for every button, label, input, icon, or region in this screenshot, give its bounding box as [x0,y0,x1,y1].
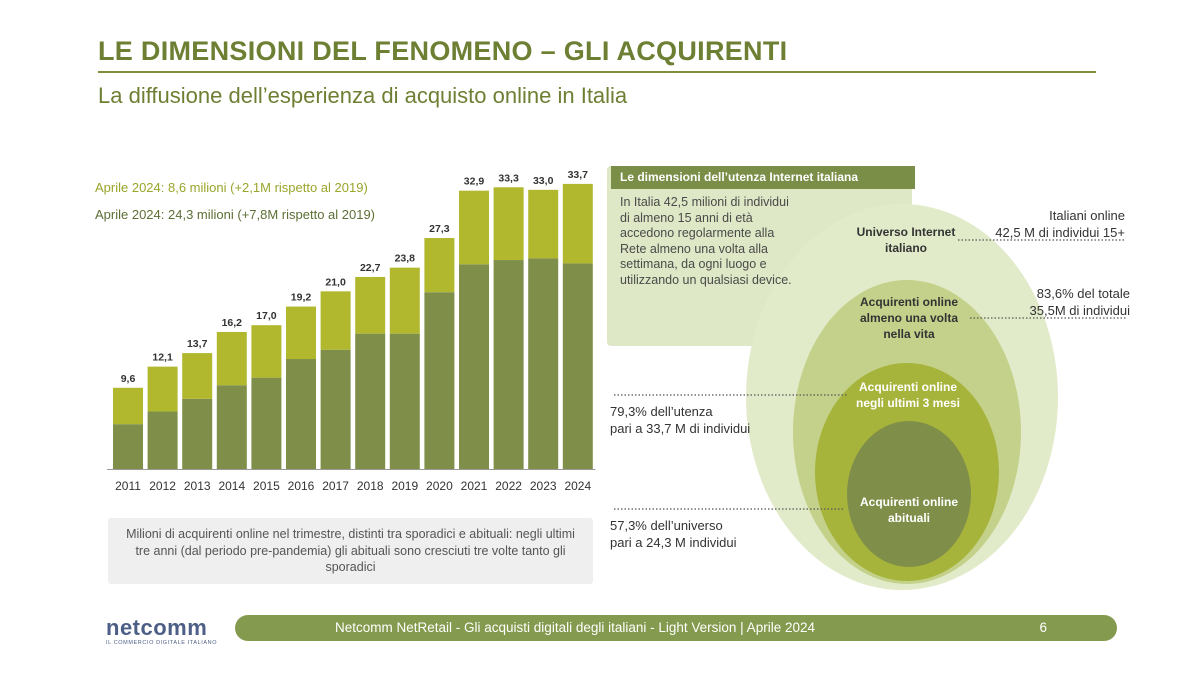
logo-tagline: IL COMMERCIO DIGITALE ITALIANO [106,640,218,646]
bar-sporadic-2022 [493,187,524,261]
bar-sporadic-2023 [528,189,559,259]
year-label-2018: 2018 [357,479,384,493]
bar-sporadic-2020 [424,238,455,293]
page-number: 6 [1039,620,1047,635]
year-label-2020: 2020 [426,479,453,493]
annotation-recent-line1: 79,3% dell’utenza [610,404,713,419]
bar-sporadic-2019 [389,267,420,334]
year-label-2023: 2023 [530,479,557,493]
bar-habitual-2017 [320,349,351,469]
bar-sporadic-2021 [459,190,489,265]
info-panel-text: In Italia 42,5 milioni di individui di a… [620,195,792,287]
total-label-2015: 17,0 [256,310,277,322]
total-label-2011: 9,6 [121,373,136,385]
bar-habitual-2013 [182,398,213,469]
bar-habitual-2019 [389,333,420,469]
bar-sporadic-2013 [182,353,213,399]
total-label-2018: 22,7 [360,262,381,274]
annotation-ever-line2: 35,5M di individui [1029,303,1130,318]
total-label-2019: 23,8 [395,253,416,265]
year-label-2017: 2017 [322,479,349,493]
annotation-recent: 79,3% dell’utenza pari a 33,7 M di indiv… [610,403,810,437]
year-label-2016: 2016 [288,479,315,493]
total-label-2020: 27,3 [429,223,450,235]
total-label-2013: 13,7 [187,338,208,350]
bar-sporadic-2016 [286,306,316,360]
page-title: LE DIMENSIONI DEL FENOMENO – GLI ACQUIRE… [98,36,788,66]
info-panel-header: Le dimensioni dell’utenza Internet itali… [611,166,915,189]
legend-habitual: Aprile 2024: 24,3 milioni (+7,8M rispett… [95,207,376,222]
year-label-2015: 2015 [253,479,280,493]
bar-sporadic-2018 [355,276,386,334]
annotation-habitual: 57,3% dell’universo pari a 24,3 M indivi… [610,517,810,551]
bar-habitual-2016 [286,359,316,469]
total-label-2024: 33,7 [568,169,589,181]
chart-note-text: Milioni di acquirenti online nel trimest… [126,526,575,575]
logo-wordmark: netcomm [106,615,208,640]
bar-sporadic-2017 [320,291,351,350]
annotation-online: Italiani online 42,5 M di individui 15+ [960,207,1125,241]
bar-habitual-2024 [562,263,593,469]
annotation-ever: 83,6% del totale 35,5M di individui [975,285,1130,319]
chart-note: Milioni di acquirenti online nel trimest… [108,518,593,584]
year-label-2013: 2013 [184,479,211,493]
ellipse-habitual [847,421,971,567]
annotation-ever-line1: 83,6% del totale [1036,286,1130,301]
bar-sporadic-2024 [562,183,593,264]
bar-habitual-2021 [459,264,489,469]
bar-sporadic-2011 [113,387,143,425]
label-habitual: Acquirenti online abituali [859,495,958,525]
year-label-2019: 2019 [391,479,418,493]
year-label-2021: 2021 [461,479,488,493]
total-label-2022: 33,3 [498,172,519,184]
total-label-2023: 33,0 [533,175,554,187]
bar-habitual-2015 [251,377,282,469]
bar-habitual-2012 [147,411,178,469]
legend-total: Aprile 2024: 8,6 milioni (+2,1M rispetto… [95,180,368,195]
netcomm-logo: netcomm IL COMMERCIO DIGITALE ITALIANO [106,615,218,647]
total-label-2014: 16,2 [222,317,243,329]
bar-habitual-2018 [355,333,386,469]
bar-habitual-2020 [424,292,455,469]
bar-habitual-2011 [113,424,143,469]
bar-sporadic-2014 [216,331,247,386]
label-recent: Acquirenti online negli ultimi 3 mesi [855,380,961,410]
title-divider [98,71,1096,73]
annotation-online-line1: Italiani online [1049,208,1125,223]
footer-bar: Netcomm NetRetail - Gli acquisti digital… [235,615,1117,641]
footer-text: Netcomm NetRetail - Gli acquisti digital… [335,620,815,635]
annotation-habitual-line1: 57,3% dell’universo [610,518,723,533]
bar-habitual-2022 [493,260,524,469]
total-label-2021: 32,9 [464,176,485,188]
bar-habitual-2023 [528,258,559,469]
year-label-2011: 2011 [115,479,141,493]
label-ever: Acquirenti online almeno una volta nella… [859,295,959,341]
bar-habitual-2014 [216,385,247,469]
year-label-2014: 2014 [218,479,245,493]
year-label-2012: 2012 [149,479,176,493]
label-universe: Universo Internet italiano [856,225,956,255]
page-subtitle: La diffusione dell’esperienza di acquist… [98,83,628,108]
annotation-habitual-line2: pari a 24,3 M individui [610,535,737,550]
total-label-2016: 19,2 [291,292,312,304]
bar-sporadic-2015 [251,325,282,378]
year-label-2022: 2022 [495,479,522,493]
annotation-online-line2: 42,5 M di individui 15+ [995,225,1125,240]
total-label-2017: 21,0 [325,276,346,288]
annotation-recent-line2: pari a 33,7 M di individui [610,421,751,436]
year-label-2024: 2024 [564,479,591,493]
bar-sporadic-2012 [147,366,178,412]
total-label-2012: 12,1 [152,352,173,364]
